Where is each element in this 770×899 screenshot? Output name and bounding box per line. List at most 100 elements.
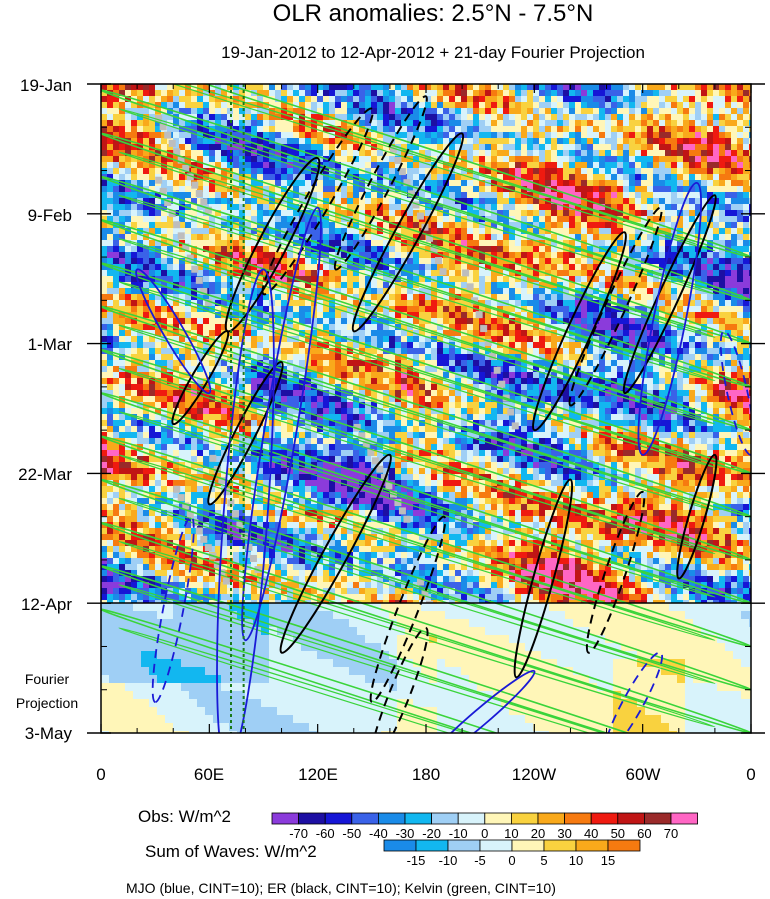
obs-cell [749,150,751,156]
obs-cell [485,186,491,192]
obs-cell [191,318,197,324]
obs-cell [209,246,215,252]
obs-cell [389,198,395,204]
obs-cell [659,162,665,168]
obs-cell [263,156,269,162]
obs-cell [113,84,119,90]
obs-cell [401,312,407,318]
obs-cell [353,294,359,300]
obs-cell [545,168,551,174]
obs-cell [413,300,419,306]
obs-cell [191,108,197,114]
obs-cell [317,276,323,282]
obs-cell [509,324,515,330]
obs-cell [353,246,359,252]
obs-cell [311,288,317,294]
obs-cell [503,240,509,246]
obs-cell [527,168,533,174]
obs-cell [509,156,515,162]
obs-cell [575,150,581,156]
obs-cell [521,270,527,276]
obs-cell [311,216,317,222]
obs-cell [587,192,593,198]
obs-cell [575,264,581,270]
obs-cell [449,180,455,186]
obs-cell [101,300,107,306]
obs-cell [311,138,317,144]
obs-cell [671,162,677,168]
obs-cell [503,210,509,216]
obs-cell [701,210,707,216]
obs-cell [533,174,539,180]
obs-cell [575,144,581,150]
obs-cell [257,198,263,204]
obs-cell [557,258,563,264]
obs-cell [287,132,293,138]
obs-cell [497,96,503,102]
obs-cell [179,180,185,186]
obs-cell [365,90,371,96]
obs-cell [167,258,173,264]
obs-cell [419,270,425,276]
obs-cell [617,342,623,348]
obs-cell [503,288,509,294]
obs-cell [503,336,509,342]
obs-cell [455,318,461,324]
obs-cell [719,258,725,264]
obs-cell [737,126,743,132]
obs-cell [101,246,107,252]
obs-cell [479,270,485,276]
obs-cell [605,276,611,282]
obs-cell [401,96,407,102]
obs-cell [305,228,311,234]
obs-cell [431,354,437,360]
obs-cell [425,288,431,294]
obs-cell [137,150,143,156]
obs-cell [209,84,215,90]
obs-cell [149,330,155,336]
obs-cell [719,126,725,132]
obs-cell [209,294,215,300]
obs-cell [197,186,203,192]
obs-cell [179,168,185,174]
obs-cell [263,84,269,90]
obs-cell [347,306,353,312]
obs-cell [455,306,461,312]
obs-cell [743,216,749,222]
obs-cell [677,252,683,258]
obs-cell [407,246,413,252]
obs-cell [455,324,461,330]
obs-cell [245,114,251,120]
obs-cell [305,258,311,264]
obs-cell [371,150,377,156]
obs-cell [383,204,389,210]
obs-cell [413,84,419,90]
obs-cell [695,270,701,276]
obs-cell [713,90,719,96]
obs-cell [341,102,347,108]
obs-cell [191,156,197,162]
obs-cell [617,282,623,288]
obs-cell [407,120,413,126]
obs-cell [527,324,533,330]
obs-cell [749,258,751,264]
obs-cell [185,270,191,276]
obs-cell [749,114,751,120]
obs-cell [563,246,569,252]
obs-cell [521,174,527,180]
obs-cell [389,108,395,114]
obs-cell [269,288,275,294]
obs-cell [731,234,737,240]
obs-cell [359,108,365,114]
obs-cell [107,192,113,198]
obs-cell [575,192,581,198]
obs-cell [593,210,599,216]
obs-cell [257,246,263,252]
obs-cell [665,336,671,342]
obs-cell [143,126,149,132]
obs-cell [233,204,239,210]
obs-cell [149,324,155,330]
obs-cell [707,120,713,126]
obs-cell [695,294,701,300]
obs-cell [449,288,455,294]
